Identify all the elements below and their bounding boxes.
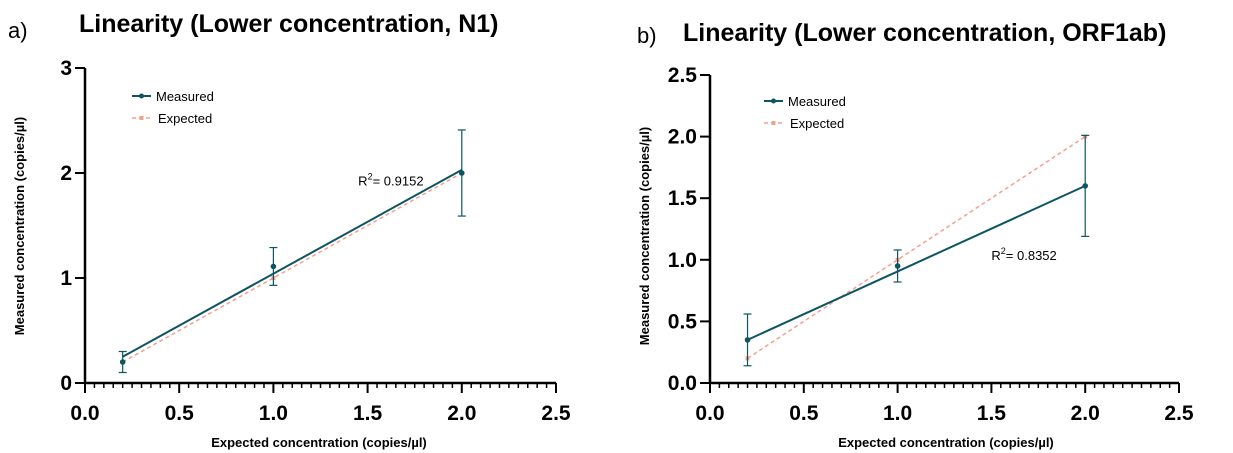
x-tick-label-a: 2.5 <box>541 402 571 425</box>
legend-a: Measured Expected <box>132 89 214 126</box>
y-tick-label-a: 2 <box>60 162 72 185</box>
x-tick-label-a: 1.0 <box>259 402 288 425</box>
y-tick-label-a: 3 <box>60 57 72 80</box>
x-tick-label-a: 0.5 <box>165 402 195 425</box>
x-tick-label-b: 1.0 <box>883 402 912 425</box>
y-tick-label-b: 1.0 <box>668 249 697 272</box>
legend-measured-swatch-a <box>132 93 151 99</box>
r2-superscript-b: 2 <box>1001 246 1006 256</box>
legend-expected-swatch-a <box>132 116 151 120</box>
x-tick-label-b: 1.5 <box>977 402 1007 425</box>
x-tick-label-b: 2.0 <box>1071 402 1100 425</box>
measured-point-a <box>270 263 277 270</box>
r2-value-a: = 0.9152 <box>373 174 424 189</box>
r2-annotation-b: R2= 0.8352 <box>991 246 1056 263</box>
x-tick-label-a: 1.5 <box>353 402 383 425</box>
measured-point-b <box>744 337 751 343</box>
r2-superscript-a: 2 <box>368 172 373 182</box>
chart-panel-a: a) Linearity (Lower concentration, N1) M… <box>8 10 571 450</box>
measured-fit-line-b <box>747 184 1086 341</box>
legend-b: Measured Expected <box>764 94 846 131</box>
expected-line-b <box>747 135 1086 359</box>
r2-annotation-a: R2= 0.9152 <box>358 172 423 189</box>
x-tick-label-b: 2.5 <box>1164 402 1194 425</box>
measured-point-a <box>119 359 126 365</box>
x-axis-label-b: Expected concentration (copies/µl) <box>838 435 1054 450</box>
r2-value-b: = 0.8352 <box>1006 248 1057 263</box>
measured-point-a <box>459 170 465 176</box>
x-tick-label-a: 2.0 <box>447 402 476 425</box>
legend-measured-swatch-b <box>764 98 783 104</box>
expected-line-a <box>122 172 463 363</box>
y-tick-label-b: 0.5 <box>668 310 698 333</box>
legend-expected-label-a: Expected <box>158 111 212 126</box>
measured-point-b <box>894 263 901 269</box>
legend-expected-label-b: Expected <box>790 116 844 131</box>
chart-panel-b: b) Linearity (Lower concentration, ORF1a… <box>637 19 1194 450</box>
measured-point-b <box>1082 183 1088 189</box>
measured-fit-line-a <box>122 168 463 358</box>
y-tick-label-b: 2.0 <box>668 126 697 149</box>
y-tick-label-a: 1 <box>60 267 72 290</box>
x-tick-label-b: 0.0 <box>695 402 724 425</box>
x-tick-label-b: 0.5 <box>789 402 819 425</box>
y-axis-label-a: Measured concentration (copies/µl) <box>12 117 27 335</box>
y-tick-label-b: 1.5 <box>668 187 698 210</box>
y-tick-label-a: 0 <box>60 372 72 395</box>
legend-measured-label-a: Measured <box>156 89 214 104</box>
chart-title-a: Linearity (Lower concentration, N1) <box>79 10 499 38</box>
legend-expected-swatch-b <box>764 121 783 125</box>
y-tick-label-b: 0.0 <box>668 372 697 395</box>
legend-measured-label-b: Measured <box>788 94 846 109</box>
r2-symbol-a: R <box>358 174 367 189</box>
x-tick-label-a: 0.0 <box>70 402 99 425</box>
chart-title-b: Linearity (Lower concentration, ORF1ab) <box>683 19 1166 47</box>
r2-symbol-b: R <box>991 248 1000 263</box>
y-axis-label-b: Measured concentration (copies/µl) <box>637 127 652 345</box>
panel-label-a: a) <box>8 18 28 43</box>
y-tick-label-b: 2.5 <box>668 64 698 87</box>
x-axis-label-a: Expected concentration (copies/µl) <box>211 435 427 450</box>
panel-label-b: b) <box>637 23 657 48</box>
